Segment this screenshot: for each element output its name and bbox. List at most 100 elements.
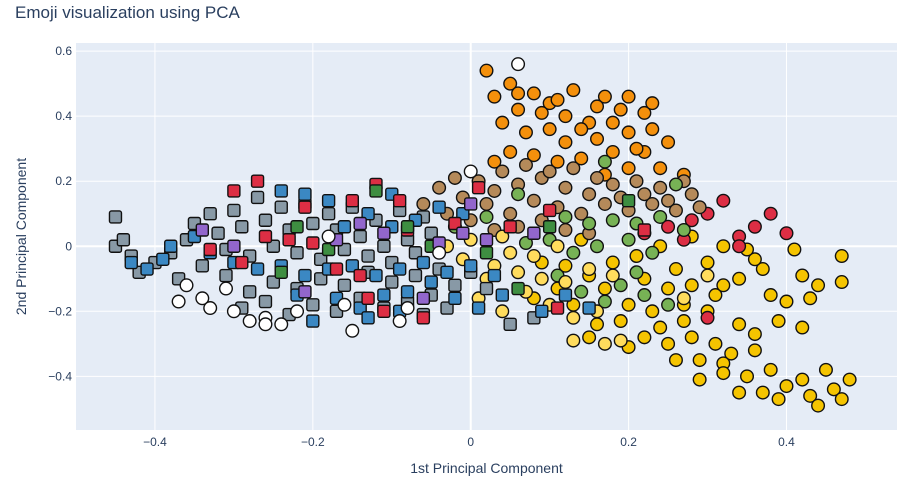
emoji-point-clocks	[511, 57, 526, 72]
emoji-point-symbols-blue	[274, 184, 288, 198]
emoji-point-smileys	[692, 353, 707, 368]
emoji-point-hearts	[747, 219, 762, 234]
emoji-point-smileys	[747, 327, 762, 342]
emoji-point-symbols-red	[345, 194, 359, 208]
emoji-point-symbols-red	[361, 291, 375, 305]
emoji-point-objects	[195, 259, 210, 273]
emoji-point-food	[645, 122, 660, 137]
emoji-point-food	[590, 99, 605, 114]
emoji-point-symbols-green	[479, 246, 494, 260]
emoji-point-clocks	[337, 297, 352, 312]
emoji-point-nature	[511, 187, 526, 202]
emoji-point-animals	[692, 200, 707, 215]
emoji-point-objects	[337, 278, 352, 292]
emoji-point-clocks	[171, 294, 186, 309]
emoji-point-symbols-blue	[535, 304, 549, 318]
emoji-point-symbols-red	[416, 311, 431, 325]
emoji-point-objects	[266, 275, 281, 289]
emoji-point-smileys	[716, 366, 731, 381]
emoji-point-people	[566, 333, 581, 348]
emoji-point-symbols-blue	[456, 207, 470, 221]
emoji-point-symbols-purple	[377, 226, 391, 240]
emoji-point-symbols-blue	[464, 259, 478, 273]
emoji-point-objects	[503, 317, 517, 332]
x-axis-title: 1st Principal Component	[410, 460, 563, 476]
emoji-point-symbols-red	[235, 255, 249, 270]
emoji-point-food	[511, 102, 526, 117]
emoji-point-smileys	[661, 336, 676, 351]
emoji-point-symbols-blue	[321, 194, 336, 208]
emoji-point-nature	[661, 297, 676, 312]
emoji-point-symbols-red	[353, 268, 367, 283]
emoji-point-smileys	[621, 297, 636, 312]
emoji-point-food	[479, 63, 494, 78]
emoji-point-nature	[645, 245, 660, 260]
emoji-point-symbols-blue	[298, 268, 312, 283]
emoji-point-symbols-red	[542, 203, 557, 218]
emoji-point-smileys	[708, 336, 723, 351]
emoji-point-objects	[306, 298, 320, 312]
emoji-point-food	[605, 144, 620, 159]
emoji-point-symbols-blue	[377, 288, 391, 302]
y-tick-label: 0.6	[55, 44, 72, 58]
y-tick-label: 0.4	[55, 109, 72, 123]
emoji-point-animals	[432, 180, 447, 195]
x-tick-label: 0.2	[620, 435, 637, 449]
emoji-point-symbols-blue	[250, 262, 265, 276]
emoji-point-symbols-blue	[558, 288, 573, 302]
emoji-point-symbols-blue	[140, 262, 154, 276]
emoji-point-food	[503, 144, 518, 159]
emoji-point-clocks	[242, 314, 257, 329]
emoji-point-people	[597, 336, 612, 351]
emoji-point-food	[590, 131, 605, 146]
emoji-point-symbols-blue	[298, 187, 312, 201]
emoji-point-symbols-blue	[156, 252, 170, 266]
emoji-point-smileys	[771, 392, 786, 407]
emoji-point-symbols-purple	[227, 239, 241, 253]
emoji-point-symbols-blue	[416, 255, 431, 270]
emoji-point-nature	[558, 209, 573, 224]
emoji-point-nature	[582, 216, 597, 231]
emoji-point-symbols-red	[203, 242, 217, 257]
emoji-point-clocks	[290, 304, 305, 319]
emoji-point-food	[550, 92, 565, 107]
emoji-point-animals	[416, 196, 431, 211]
emoji-point-symbols-green	[400, 220, 415, 234]
emoji-point-smileys	[834, 275, 849, 290]
emoji-point-animals	[518, 157, 533, 172]
emoji-point-smileys	[795, 268, 810, 283]
emoji-point-smileys	[716, 278, 731, 293]
emoji-point-nature	[653, 209, 668, 224]
x-tick-label: 0.4	[778, 435, 795, 449]
emoji-point-hearts	[779, 226, 794, 241]
emoji-point-smileys	[661, 281, 676, 296]
emoji-point-food	[487, 154, 502, 169]
emoji-point-food	[526, 86, 541, 101]
emoji-point-animals	[605, 177, 620, 192]
emoji-point-objects	[306, 216, 320, 231]
emoji-point-symbols-blue	[337, 220, 352, 234]
emoji-point-symbols-blue	[361, 207, 375, 221]
emoji-point-nature	[479, 209, 494, 224]
emoji-point-clocks	[321, 229, 336, 244]
emoji-point-animals	[661, 193, 676, 208]
emoji-point-smileys	[795, 320, 810, 335]
emoji-point-symbols-blue	[424, 275, 438, 289]
emoji-point-animals	[574, 206, 589, 221]
emoji-point-smileys	[811, 398, 826, 413]
emoji-point-symbols-blue	[448, 291, 462, 305]
emoji-point-food	[518, 125, 533, 140]
emoji-point-symbols-red	[503, 220, 517, 234]
emoji-point-symbols-blue	[306, 314, 320, 328]
emoji-point-symbols-purple	[353, 216, 367, 231]
emoji-point-animals	[590, 170, 605, 185]
emoji-point-smileys	[763, 288, 778, 303]
emoji-point-smileys	[637, 330, 652, 345]
emoji-point-objects	[321, 207, 336, 221]
emoji-point-nature	[613, 278, 628, 293]
emoji-point-symbols-red	[471, 181, 486, 195]
emoji-point-symbols-green	[511, 281, 525, 296]
emoji-point-food	[550, 154, 565, 169]
emoji-point-symbols-blue	[361, 311, 375, 325]
emoji-point-nature	[629, 265, 644, 280]
